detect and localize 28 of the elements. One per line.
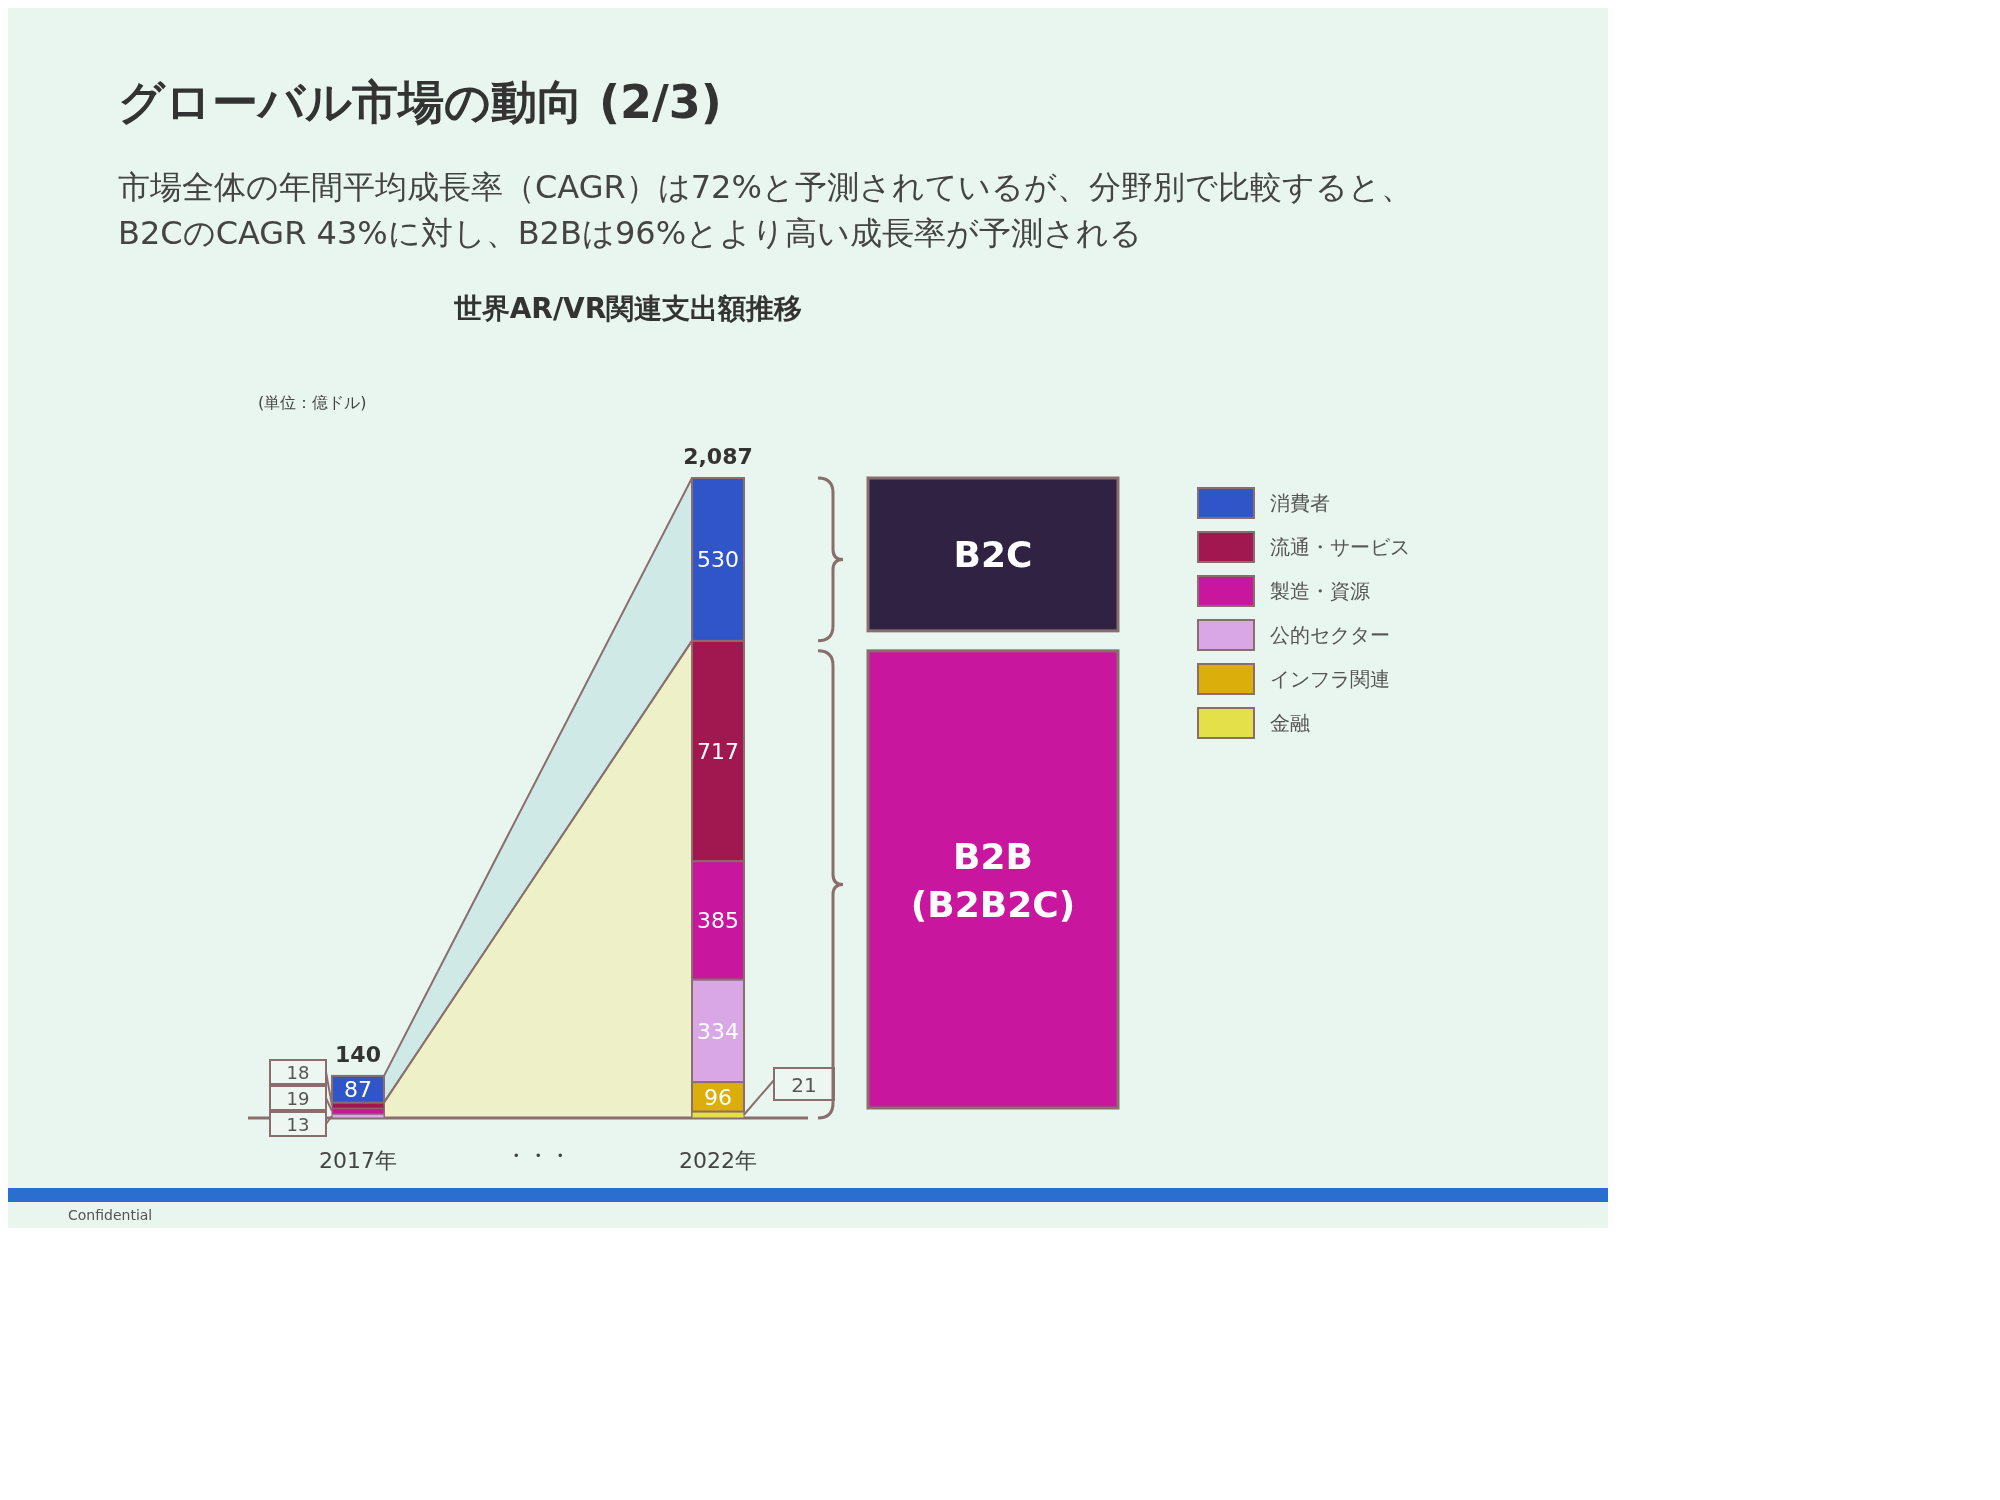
- text: B2B (B2B2C): [910, 836, 1076, 926]
- text: Confidential: [68, 1207, 153, 1223]
- data-label: 717: [697, 738, 739, 764]
- chart-subtitle: 市場全体の年間平均成長率（CAGR）は72%と予測されているが、分野別で比較すると、B2CのCAGR 43%に対し、B2Bは96%とより高い成長率が予測される: [118, 168, 1413, 252]
- legend-label: 金融: [1270, 711, 1310, 735]
- legend-label: インフラ関連: [1270, 667, 1390, 691]
- legend-label: 製造・資源: [1270, 579, 1370, 603]
- legend-label: 消費者: [1270, 491, 1330, 515]
- data-label: 21: [791, 1073, 817, 1097]
- data-label: 18: [286, 1062, 310, 1083]
- data-label: 96: [704, 1084, 732, 1110]
- legend-label: 流通・サービス: [1270, 535, 1410, 559]
- text: B2C: [953, 534, 1033, 576]
- text: 世界AR/VR関連支出額推移: [452, 292, 803, 325]
- x-tick-label: 2017年: [319, 1148, 397, 1173]
- data-label: 19: [286, 1088, 310, 1109]
- data-label: 334: [697, 1018, 739, 1044]
- x-tick-label: 2022年: [679, 1148, 757, 1173]
- y-axis-title: (単位：億ドル): [258, 393, 367, 412]
- text: ・・・: [505, 1143, 571, 1168]
- text: 2,087: [683, 444, 753, 469]
- chart-title: グローバル市場の動向 (2/3): [118, 75, 722, 129]
- data-label: 87: [344, 1077, 372, 1103]
- data-label: 385: [697, 908, 739, 934]
- data-label: 530: [697, 547, 739, 573]
- legend-label: 公的セクター: [1270, 623, 1390, 647]
- annotation: 140: [335, 1041, 381, 1067]
- data-label: 13: [286, 1114, 310, 1135]
